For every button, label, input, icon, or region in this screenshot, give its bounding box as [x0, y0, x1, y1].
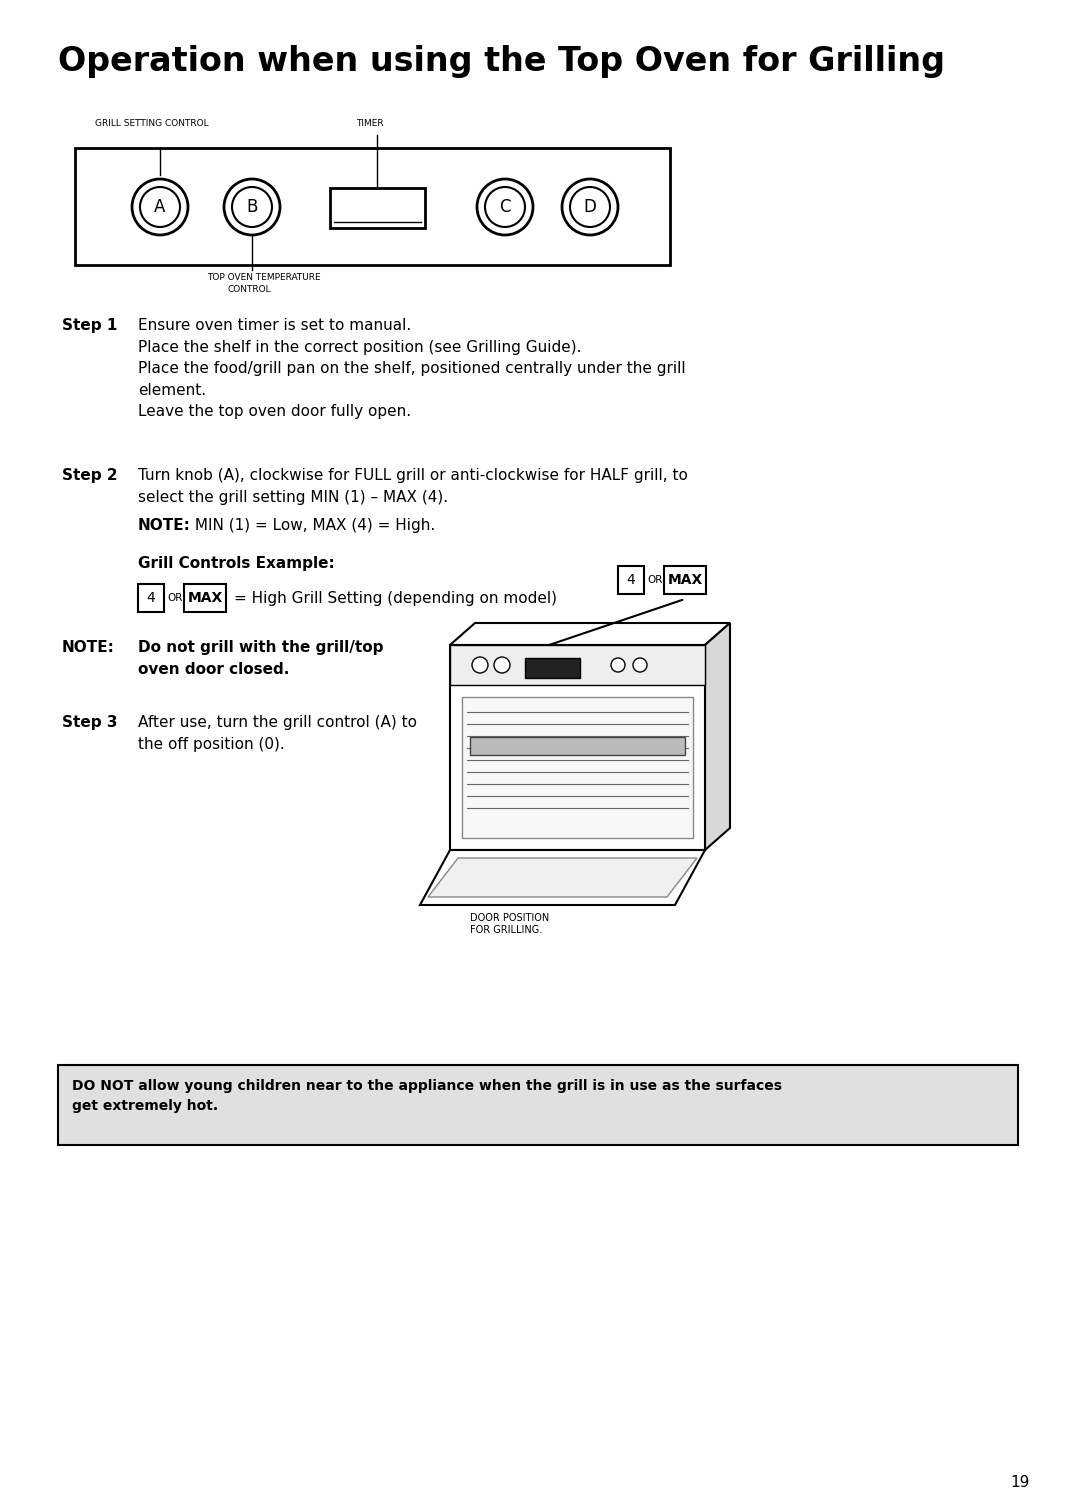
Text: Step 3: Step 3 — [62, 716, 118, 729]
Circle shape — [570, 187, 610, 226]
Text: 19: 19 — [1010, 1475, 1029, 1490]
Text: Grill Controls Example:: Grill Controls Example: — [138, 556, 335, 571]
Bar — [664, 566, 706, 593]
Text: 4: 4 — [626, 572, 635, 587]
Text: After use, turn the grill control (A) to
the off position (0).: After use, turn the grill control (A) to… — [138, 716, 417, 752]
Circle shape — [485, 187, 525, 226]
Text: 4: 4 — [147, 590, 156, 606]
Text: Ensure oven timer is set to manual.
Place the shelf in the correct position (see: Ensure oven timer is set to manual. Plac… — [138, 319, 686, 420]
Text: MAX: MAX — [667, 572, 703, 587]
Bar — [470, 737, 685, 755]
Polygon shape — [420, 850, 705, 904]
Polygon shape — [450, 624, 730, 645]
Polygon shape — [428, 858, 697, 897]
Circle shape — [132, 180, 188, 236]
Bar — [450, 645, 705, 686]
Bar — [330, 189, 426, 228]
Text: A: A — [154, 198, 165, 216]
Text: B: B — [246, 198, 258, 216]
Text: Step 1: Step 1 — [62, 319, 118, 334]
Text: MAX: MAX — [187, 590, 222, 606]
Bar — [75, 148, 670, 264]
Circle shape — [224, 180, 280, 236]
Text: Operation when using the Top Oven for Grilling: Operation when using the Top Oven for Gr… — [58, 45, 945, 79]
Text: DOOR POSITION
FOR GRILLING.: DOOR POSITION FOR GRILLING. — [470, 914, 550, 935]
Text: = High Grill Setting (depending on model): = High Grill Setting (depending on model… — [234, 590, 557, 606]
Circle shape — [633, 658, 647, 672]
Text: TIMER: TIMER — [356, 119, 383, 128]
Bar — [58, 1065, 1018, 1145]
Text: NOTE:: NOTE: — [62, 640, 114, 655]
Text: Do not grill with the grill/top
oven door closed.: Do not grill with the grill/top oven doo… — [138, 640, 383, 676]
Circle shape — [562, 180, 618, 236]
Circle shape — [232, 187, 272, 226]
Text: NOTE:: NOTE: — [138, 518, 191, 533]
Text: TOP OVEN TEMPERATURE: TOP OVEN TEMPERATURE — [207, 273, 321, 282]
Text: OR: OR — [647, 575, 662, 584]
Text: Turn knob (A), clockwise for FULL grill or anti-clockwise for HALF grill, to
sel: Turn knob (A), clockwise for FULL grill … — [138, 468, 688, 504]
Text: GRILL SETTING CONTROL: GRILL SETTING CONTROL — [95, 119, 208, 128]
Bar — [184, 584, 226, 612]
Circle shape — [611, 658, 625, 672]
Circle shape — [140, 187, 180, 226]
Text: C: C — [499, 198, 511, 216]
Bar — [525, 658, 580, 678]
Circle shape — [472, 657, 488, 673]
Bar — [462, 698, 693, 838]
Polygon shape — [705, 624, 730, 850]
Circle shape — [477, 180, 534, 236]
Bar — [138, 584, 164, 612]
Text: Step 2: Step 2 — [62, 468, 118, 483]
Text: OR: OR — [167, 593, 183, 602]
Text: CONTROL: CONTROL — [228, 285, 272, 294]
Text: D: D — [583, 198, 596, 216]
Text: DO NOT allow young children near to the appliance when the grill is in use as th: DO NOT allow young children near to the … — [72, 1080, 782, 1113]
Bar — [618, 566, 644, 593]
Circle shape — [494, 657, 510, 673]
Text: MIN (1) = Low, MAX (4) = High.: MIN (1) = Low, MAX (4) = High. — [190, 518, 435, 533]
Bar — [450, 645, 705, 850]
